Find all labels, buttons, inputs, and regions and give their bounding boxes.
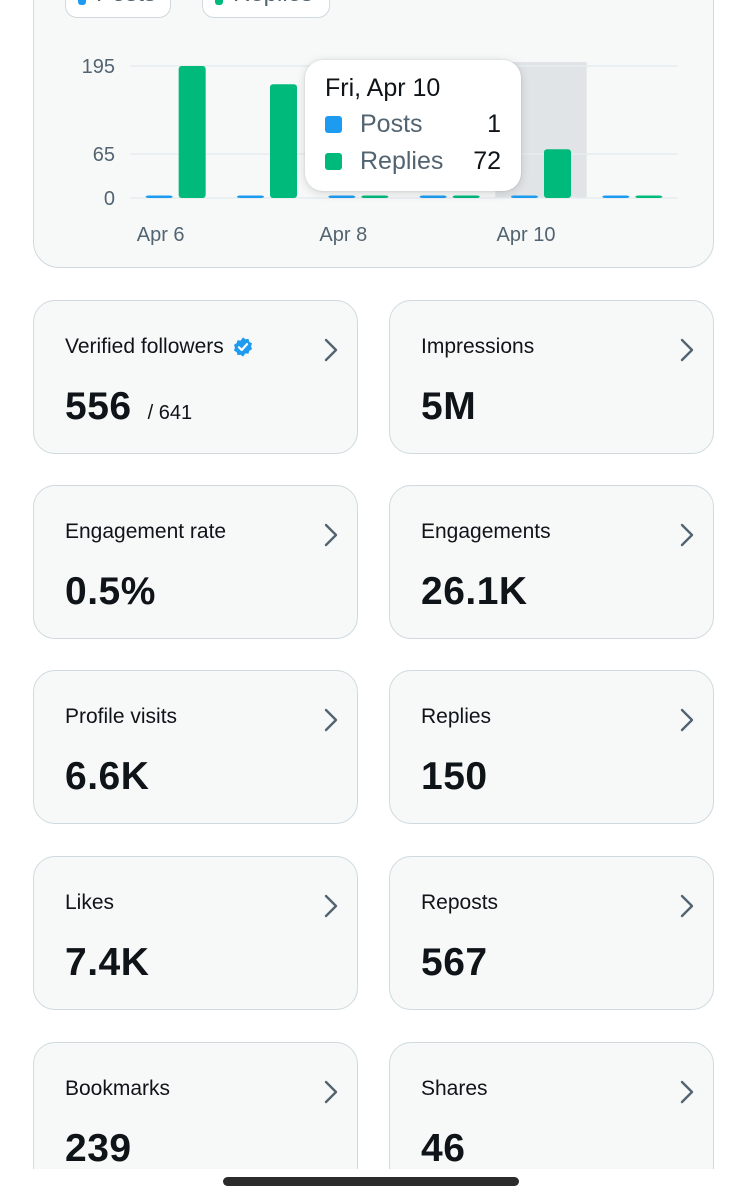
stat-card-replies[interactable]: Replies 150 xyxy=(389,670,714,824)
posts-bar[interactable] xyxy=(328,195,356,199)
tooltip-posts-label: Posts xyxy=(360,110,423,138)
stat-value: 567 xyxy=(421,941,488,984)
legend-replies-label: Replies xyxy=(233,0,313,8)
y-tick-label: 195 xyxy=(82,56,115,78)
stat-label: Replies xyxy=(421,705,492,728)
chart-tooltip: Fri, Apr 10 Posts 1 Replies 72 xyxy=(305,60,521,191)
stat-value: 7.4K xyxy=(65,941,150,984)
posts-bar[interactable] xyxy=(237,195,264,199)
y-tick-label: 65 xyxy=(93,144,115,166)
stat-card-reposts[interactable]: Reposts 567 xyxy=(389,856,714,1010)
stat-value: 556 xyxy=(65,385,132,428)
chevron-right-icon xyxy=(680,894,694,918)
replies-bar[interactable] xyxy=(361,195,389,199)
verified-badge-icon xyxy=(233,337,252,357)
stat-label: Likes xyxy=(65,891,115,914)
stat-label: Impressions xyxy=(421,335,535,358)
stat-label: Profile visits xyxy=(65,705,178,728)
stat-value: 0.5% xyxy=(65,570,156,613)
stat-label: Engagements xyxy=(421,520,551,543)
stat-label: Shares xyxy=(421,1077,488,1100)
x-tick-label: Apr 8 xyxy=(319,224,367,246)
chevron-right-icon xyxy=(324,894,338,918)
stat-label: Bookmarks xyxy=(65,1077,171,1100)
x-tick-label: Apr 10 xyxy=(497,224,556,246)
chevron-right-icon xyxy=(324,1080,338,1104)
tooltip-row-posts: Posts 1 xyxy=(325,106,501,143)
legend-posts-toggle[interactable]: Posts xyxy=(65,0,171,18)
stat-value: 6.6K xyxy=(65,755,150,798)
stat-label: Reposts xyxy=(421,891,499,914)
chevron-right-icon xyxy=(324,708,338,732)
y-tick-label: 0 xyxy=(104,188,115,210)
stat-card-engagements[interactable]: Engagements 26.1K xyxy=(389,485,714,639)
stat-card-impressions[interactable]: Impressions 5M xyxy=(389,300,714,454)
stat-card-likes[interactable]: Likes 7.4K xyxy=(33,856,358,1010)
legend-posts-label: Posts xyxy=(96,0,156,8)
tooltip-date: Fri, Apr 10 xyxy=(325,74,441,102)
replies-bar[interactable] xyxy=(635,195,663,199)
tooltip-replies-swatch-icon xyxy=(325,153,342,170)
replies-bar[interactable] xyxy=(270,84,297,198)
stat-subvalue: / 641 xyxy=(147,402,193,424)
tooltip-row-replies: Replies 72 xyxy=(325,143,501,180)
legend-replies-toggle[interactable]: Replies xyxy=(202,0,330,18)
stat-card-engagement-rate[interactable]: Engagement rate 0.5% xyxy=(33,485,358,639)
stat-card-verified-followers[interactable]: Verified followers 556 / 641 xyxy=(33,300,358,454)
chevron-right-icon xyxy=(680,1080,694,1104)
replies-swatch-icon xyxy=(215,0,223,5)
replies-bar[interactable] xyxy=(178,66,206,198)
stat-label: Engagement rate xyxy=(65,520,227,543)
stat-value: 150 xyxy=(421,755,488,798)
chevron-right-icon xyxy=(680,338,694,362)
chevron-right-icon xyxy=(324,523,338,547)
tooltip-posts-swatch-icon xyxy=(325,116,342,133)
stat-label: Verified followers xyxy=(65,335,224,358)
stat-value: 46 xyxy=(421,1127,466,1170)
posts-bar[interactable] xyxy=(145,195,173,199)
stat-value: 5M xyxy=(421,385,477,428)
tooltip-replies-value: 72 xyxy=(473,147,501,175)
chevron-right-icon xyxy=(680,523,694,547)
stat-card-profile-visits[interactable]: Profile visits 6.6K xyxy=(33,670,358,824)
stat-value: 239 xyxy=(65,1127,132,1170)
posts-bar[interactable] xyxy=(602,195,630,199)
stat-value: 26.1K xyxy=(421,570,528,613)
chevron-right-icon xyxy=(680,708,694,732)
stat-value-wrap: 556 / 641 xyxy=(65,385,192,429)
tooltip-replies-label: Replies xyxy=(360,147,444,175)
home-indicator[interactable] xyxy=(223,1177,519,1186)
posts-bar[interactable] xyxy=(419,195,447,199)
stat-label-wrap: Verified followers xyxy=(65,335,254,359)
tooltip-posts-value: 1 xyxy=(487,110,501,138)
posts-swatch-icon xyxy=(78,0,86,5)
chevron-right-icon xyxy=(324,338,338,362)
x-tick-label: Apr 6 xyxy=(137,224,185,246)
posts-bar[interactable] xyxy=(511,195,538,199)
replies-bar[interactable] xyxy=(544,149,571,198)
replies-bar[interactable] xyxy=(452,195,480,199)
